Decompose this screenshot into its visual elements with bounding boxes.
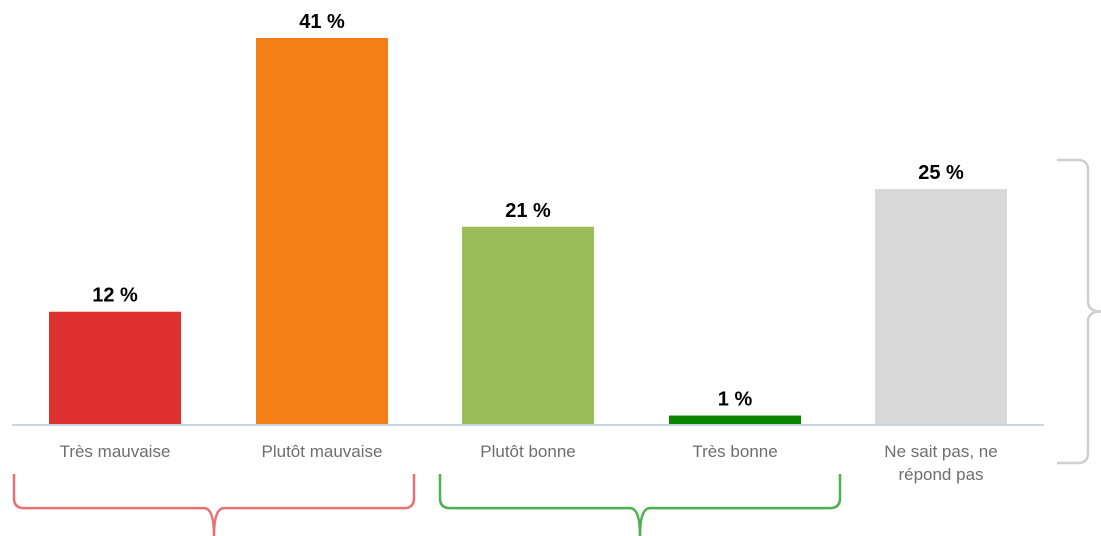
category-label-3: Plutôt bonne bbox=[480, 442, 575, 461]
value-label-5: 25 % bbox=[918, 162, 964, 184]
bars-layer bbox=[49, 38, 1007, 425]
bar-5 bbox=[875, 189, 1007, 425]
value-label-3: 21 % bbox=[505, 200, 551, 222]
category-label-2: Plutôt mauvaise bbox=[262, 442, 383, 461]
category-label-4: Très bonne bbox=[692, 442, 777, 461]
nsp-group-brace bbox=[1057, 158, 1101, 465]
bar-1 bbox=[49, 311, 181, 425]
value-label-1: 12 % bbox=[92, 285, 138, 307]
group-braces bbox=[12, 158, 1101, 536]
negative-group-brace bbox=[12, 474, 416, 536]
value-label-2: 41 % bbox=[299, 11, 345, 33]
labels-layer: 12 % Très mauvaise 41 % Plutôt mauvaise 21 %… bbox=[60, 11, 998, 484]
bar-4 bbox=[669, 415, 801, 425]
bar-2 bbox=[256, 38, 388, 425]
category-label-1: Très mauvaise bbox=[60, 442, 171, 461]
positive-group-brace bbox=[438, 474, 842, 536]
bar-3 bbox=[462, 226, 594, 425]
value-label-4: 1 % bbox=[718, 389, 753, 411]
category-label-5: Ne sait pas, ne répond pas bbox=[884, 442, 997, 484]
